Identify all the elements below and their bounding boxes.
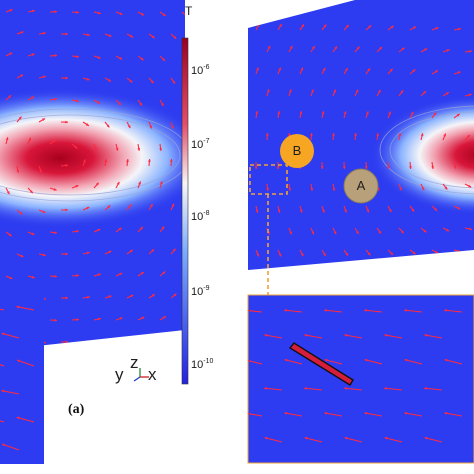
- right-field-arrows: [254, 23, 473, 257]
- colorbar: [181, 37, 189, 385]
- colorbar-unit: T: [185, 4, 193, 18]
- marker-a: [343, 168, 379, 204]
- axis-z-label: z: [130, 353, 139, 372]
- colorbar-tick-5: 10-10: [191, 358, 214, 371]
- left-inset: [0, 296, 44, 464]
- axis-y-label: y: [115, 365, 124, 384]
- marker-b: [280, 134, 314, 168]
- colorbar-tick-4: 10-9: [191, 285, 210, 298]
- marker-b-label: B: [292, 143, 302, 158]
- colorbar-tick-2: 10-7: [191, 138, 210, 151]
- colorbar-tick-3: 10-8: [191, 210, 210, 223]
- wire-element: [288, 342, 354, 386]
- panel-label: (a): [68, 402, 85, 417]
- marker-a-label: A: [356, 178, 366, 193]
- colorbar-tick-1: 10-6: [191, 64, 210, 77]
- right-inset: [247, 294, 474, 464]
- axis-triad: [133, 368, 149, 382]
- right-field-panel: [248, 0, 474, 296]
- axis-x-label: x: [148, 365, 157, 384]
